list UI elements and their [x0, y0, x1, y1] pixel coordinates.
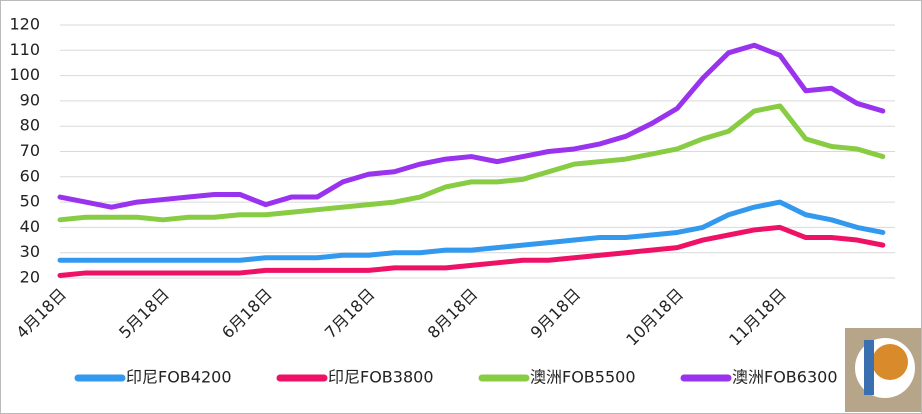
legend-label: 澳洲FOB5500	[530, 368, 636, 387]
logo	[845, 328, 921, 412]
y-tick-label: 100	[9, 65, 40, 84]
y-tick-label: 60	[20, 166, 40, 185]
series-line	[57, 199, 886, 263]
legend-label: 印尼FOB3800	[328, 368, 434, 387]
y-tick-label: 80	[20, 116, 40, 135]
series-line	[57, 42, 886, 210]
y-tick-label: 90	[20, 90, 40, 109]
y-tick-label: 20	[20, 268, 40, 287]
series-line	[57, 103, 886, 223]
y-tick-label: 110	[9, 40, 40, 59]
legend-label: 印尼FOB4200	[126, 368, 232, 387]
legend-label: 澳洲FOB6300	[732, 368, 838, 387]
y-tick-label: 50	[20, 192, 40, 211]
y-tick-label: 120	[9, 15, 40, 34]
y-tick-label: 30	[20, 242, 40, 261]
y-tick-label: 70	[20, 141, 40, 160]
series-line	[57, 224, 886, 278]
y-tick-label: 40	[20, 217, 40, 236]
